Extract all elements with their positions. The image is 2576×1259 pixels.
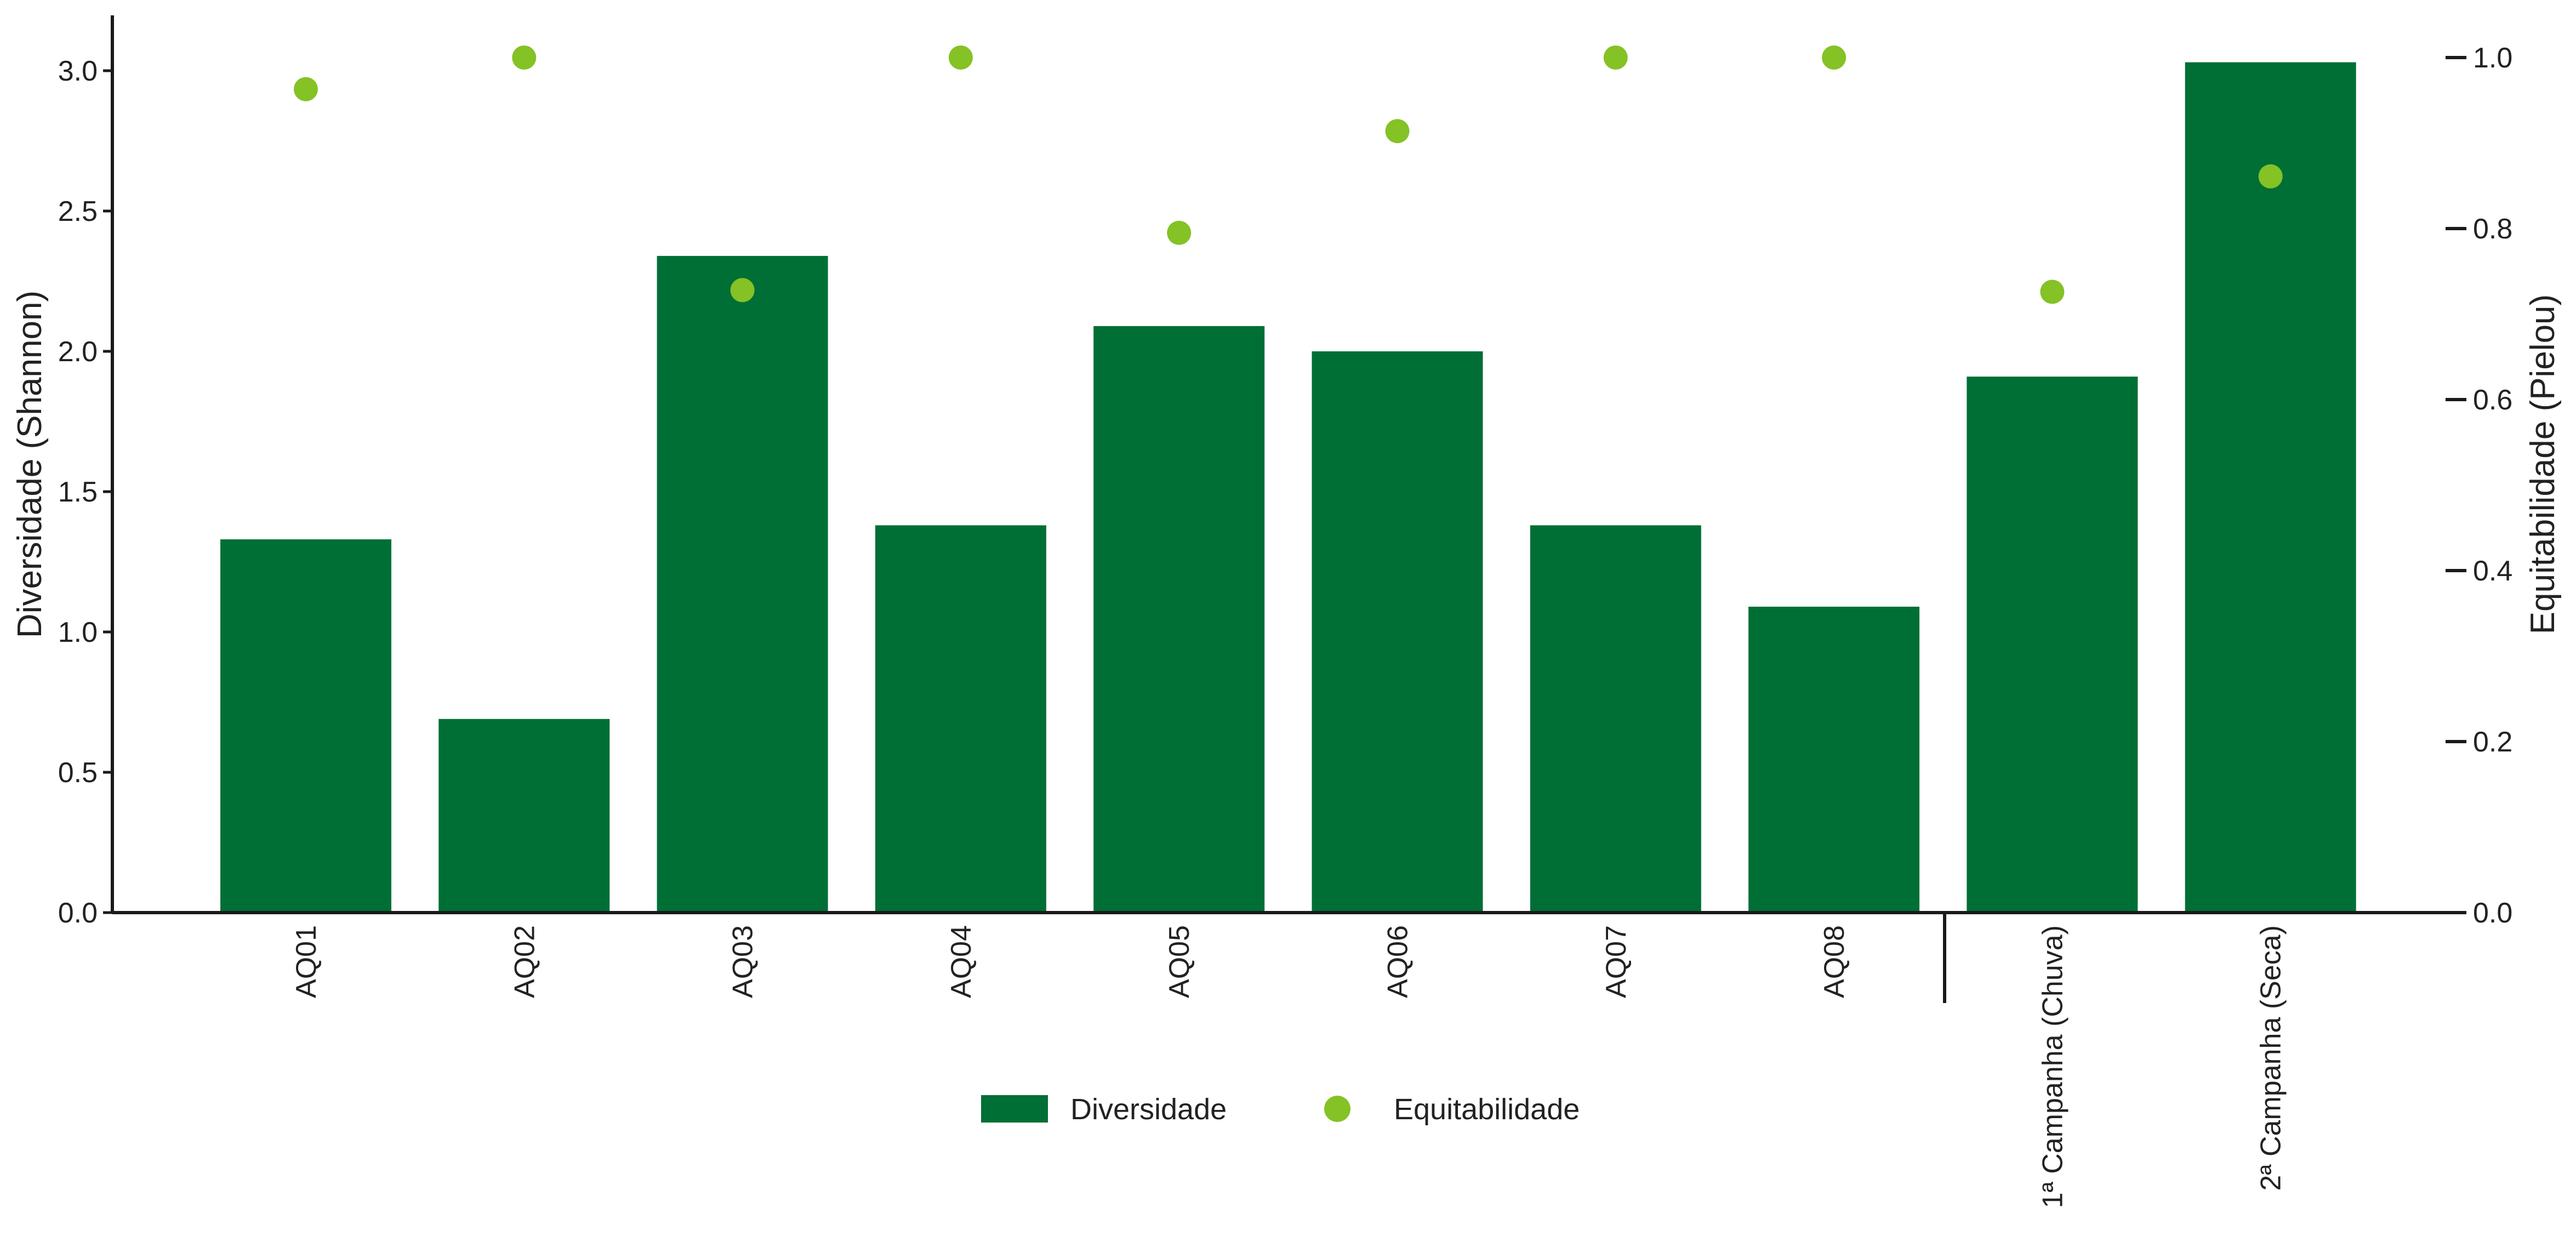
right-tick-label-1: 0.2 [2473, 726, 2512, 758]
legend-swatch-equitabilidade [1324, 1096, 1350, 1122]
bar-3 [875, 525, 1046, 913]
dot-5 [1385, 119, 1410, 144]
dot-0 [294, 77, 318, 101]
left-ticks-group: 0.0 0.5 1.0 1.5 2.0 2.5 3.0 [58, 55, 112, 929]
legend: Diversidade Equitabilidade [981, 1093, 1580, 1126]
dots-group [294, 45, 2283, 304]
bar-8 [1967, 377, 2138, 913]
bar-4 [1093, 326, 1265, 913]
bars-group [220, 62, 2356, 913]
dot-8 [2040, 280, 2065, 304]
legend-swatch-diversidade [981, 1095, 1048, 1123]
left-tick-label-2: 1.0 [58, 617, 98, 648]
x-tick-label-2: AQ03 [727, 925, 759, 998]
right-ticks-group: 0.0 0.2 0.4 0.6 0.8 1.0 [2446, 42, 2512, 929]
x-tick-label-6: AQ07 [1600, 925, 1632, 998]
right-tick-label-2: 0.4 [2473, 555, 2512, 587]
x-tick-label-1: AQ02 [509, 925, 540, 998]
bar-0 [220, 539, 391, 913]
left-tick-label-0: 0.0 [58, 897, 98, 929]
x-ticks-group: AQ01 AQ02 AQ03 AQ04 AQ05 AQ06 AQ07 AQ08 1ª Campa… [290, 925, 2287, 1208]
legend-label-diversidade: Diversidade [1070, 1093, 1227, 1126]
bar-9 [2185, 62, 2356, 913]
bar-1 [438, 719, 610, 913]
left-tick-label-5: 2.5 [58, 196, 98, 227]
y-axis-title-right: Equitabilidade (Pielou) [2524, 294, 2562, 634]
dot-7 [1822, 45, 1846, 70]
bar-6 [1530, 525, 1701, 913]
dot-4 [1167, 220, 1192, 245]
legend-label-equitabilidade: Equitabilidade [1394, 1093, 1580, 1126]
x-tick-label-4: AQ05 [1164, 925, 1195, 998]
dot-9 [2258, 164, 2283, 189]
x-tick-label-3: AQ04 [945, 925, 977, 998]
right-tick-label-3: 0.6 [2473, 384, 2512, 416]
right-tick-label-4: 0.8 [2473, 213, 2512, 245]
left-tick-label-1: 0.5 [58, 757, 98, 789]
bar-7 [1748, 606, 1920, 913]
x-tick-label-0: AQ01 [290, 925, 322, 998]
bar-5 [1312, 351, 1483, 913]
x-tick-label-9: 2ª Campanha (Seca) [2255, 925, 2287, 1191]
left-tick-label-6: 3.0 [58, 55, 98, 87]
dot-2 [730, 278, 755, 303]
left-tick-label-3: 1.5 [58, 476, 98, 508]
right-tick-label-5: 1.0 [2473, 42, 2512, 74]
left-tick-label-4: 2.0 [58, 336, 98, 368]
dot-1 [512, 45, 537, 70]
bar-2 [657, 255, 828, 913]
y-axis-title-left: Diversidade (Shannon) [11, 290, 49, 638]
dot-3 [948, 45, 973, 70]
dot-6 [1603, 45, 1628, 70]
x-tick-label-5: AQ06 [1382, 925, 1414, 998]
right-tick-label-0: 0.0 [2473, 897, 2512, 929]
x-tick-label-8: 1ª Campanha (Chuva) [2037, 925, 2068, 1208]
x-tick-label-7: AQ08 [1819, 925, 1850, 998]
